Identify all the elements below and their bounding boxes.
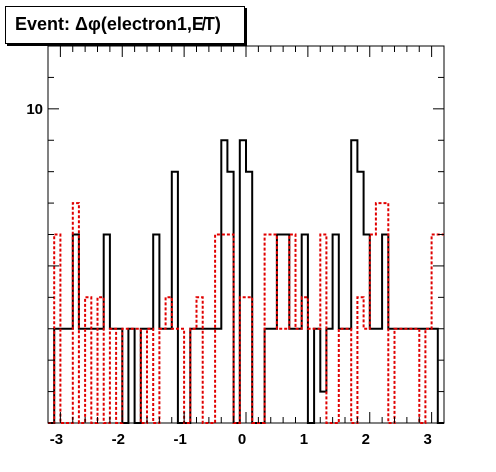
x-tick-label: 0 bbox=[238, 431, 246, 448]
histogram-series-dashed-red bbox=[48, 202, 444, 424]
histogram-series-solid-black bbox=[48, 139, 444, 424]
chart-title: Event: Δφ(electron1,E̸T) bbox=[15, 14, 221, 34]
x-tick-label: 1 bbox=[300, 431, 308, 448]
axis-layer: -3 -2 -1 0 1 2 3 10 bbox=[26, 45, 445, 448]
series-layer bbox=[48, 139, 444, 424]
x-tick-label: 3 bbox=[423, 431, 431, 448]
title-box: Event: Δφ(electron1,E̸T) bbox=[5, 6, 245, 44]
x-tick-label: -3 bbox=[50, 431, 63, 448]
x-tick-label: -2 bbox=[112, 431, 125, 448]
x-tick-label: 2 bbox=[362, 431, 370, 448]
x-tick-label: -1 bbox=[173, 431, 186, 448]
y-tick-label: 10 bbox=[26, 101, 43, 118]
